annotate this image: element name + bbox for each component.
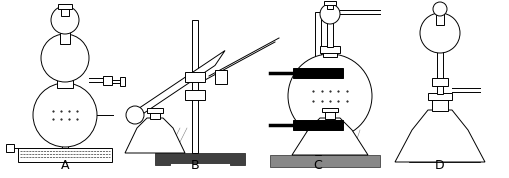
Bar [61, 8, 69, 16]
Bar [436, 11, 444, 25]
Bar [18, 148, 112, 162]
Bar [150, 112, 160, 119]
Bar [192, 20, 198, 153]
Bar [428, 93, 452, 100]
Bar [155, 160, 170, 165]
Bar [327, 18, 333, 47]
Polygon shape [395, 110, 485, 162]
Bar [293, 68, 343, 78]
Bar [230, 160, 245, 165]
Bar [215, 70, 227, 84]
Bar [185, 72, 205, 82]
Bar [155, 153, 245, 163]
Text: B: B [191, 159, 200, 172]
Circle shape [33, 83, 97, 147]
Bar [324, 1, 336, 5]
Polygon shape [292, 118, 368, 155]
Text: A: A [61, 159, 69, 172]
Circle shape [288, 54, 372, 138]
Bar [270, 155, 380, 167]
Bar [322, 108, 338, 112]
Circle shape [41, 34, 89, 82]
Bar [103, 76, 112, 85]
Bar [320, 46, 340, 53]
Polygon shape [125, 118, 185, 153]
Circle shape [51, 6, 79, 34]
Bar [432, 78, 448, 86]
Text: C: C [314, 159, 322, 172]
Bar [6, 144, 14, 152]
Bar [432, 98, 448, 111]
Bar [327, 4, 333, 9]
Bar [147, 108, 163, 113]
Circle shape [420, 13, 460, 53]
Circle shape [320, 4, 340, 24]
Bar [437, 45, 443, 94]
Polygon shape [130, 51, 225, 122]
Bar [120, 77, 125, 86]
Bar [315, 12, 321, 155]
Bar [57, 80, 73, 88]
Bar [58, 4, 72, 9]
Bar [293, 120, 343, 130]
Circle shape [433, 2, 447, 16]
Bar [185, 90, 205, 100]
Bar [60, 32, 70, 44]
Circle shape [126, 106, 144, 124]
Text: D: D [435, 159, 445, 172]
Bar [325, 112, 335, 119]
Bar [323, 50, 337, 57]
